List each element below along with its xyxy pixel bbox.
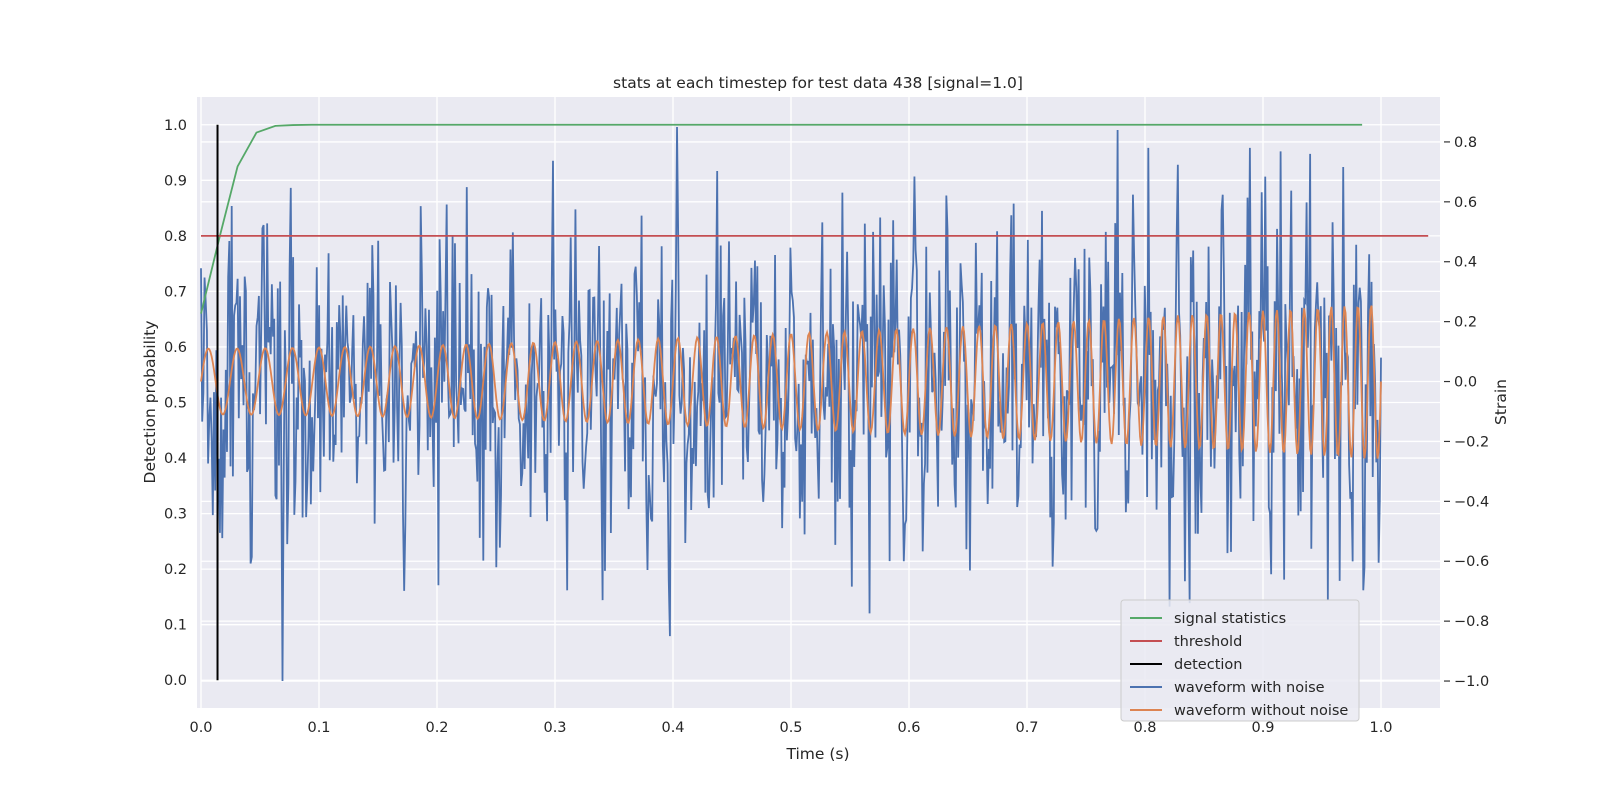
x-axis-label: Time (s) [785, 745, 849, 763]
y-tick-label: 0.8 [164, 229, 187, 245]
legend-items: signal statistics threshold detection wavef… [1130, 611, 1348, 719]
y2-tick-label: 0.6 [1454, 195, 1477, 211]
y-tick-label: 0.4 [164, 451, 187, 467]
y-tick-label: 0.6 [164, 340, 187, 356]
y2-tick-label: −0.6 [1454, 554, 1489, 570]
x-tick-label: 0.4 [661, 720, 684, 736]
y-axis-label: Detection probability [141, 321, 159, 484]
y-tick-label: 0.0 [164, 673, 187, 689]
x-tick-label: 0.6 [897, 720, 920, 736]
y2-tick-label: −0.2 [1454, 434, 1489, 450]
y2-tick-label: 0.8 [1454, 135, 1477, 151]
chart-title: stats at each timestep for test data 438… [613, 74, 1023, 92]
y-tick-label: 0.7 [164, 284, 187, 300]
x-tick-label: 0.1 [307, 720, 330, 736]
waveform-without-noise-line [200, 305, 1382, 459]
legend-label-detection: detection [1174, 657, 1242, 673]
x-tick-labels: 0.0 0.1 0.2 0.3 0.4 0.5 0.6 0.7 0.8 0.9 1.0 [189, 720, 1392, 736]
y2-tick-label: 0.4 [1454, 255, 1477, 271]
legend-label-signal-statistics: signal statistics [1174, 611, 1286, 627]
y-tick-label: 0.5 [164, 396, 187, 412]
y2-tick-label: −0.8 [1454, 614, 1489, 630]
legend: signal statistics threshold detection wavef… [1120, 599, 1360, 722]
y-tick-labels-right: −1.0 −0.8 −0.6 −0.4 −0.2 0.0 0.2 0.4 0.6 0.8 [1444, 135, 1489, 690]
y-tick-label: 0.3 [164, 507, 187, 523]
x-tick-label: 0.0 [189, 720, 212, 736]
y-tick-label: 0.2 [164, 562, 187, 578]
legend-label-waveform-with-noise: waveform with noise [1174, 680, 1325, 696]
x-tick-label: 0.3 [543, 720, 566, 736]
signal-statistics-line [200, 123, 1363, 314]
x-tick-label: 1.0 [1369, 720, 1392, 736]
x-tick-label: 0.2 [425, 720, 448, 736]
legend-label-waveform-without-noise: waveform without noise [1174, 703, 1348, 719]
series-layer [200, 123, 1429, 682]
y2-tick-label: 0.0 [1454, 375, 1477, 391]
y2-tick-label: −1.0 [1454, 674, 1489, 690]
x-tick-label: 0.5 [779, 720, 802, 736]
y-tick-label: 0.9 [164, 173, 187, 189]
y-tick-labels-left: 0.0 0.1 0.2 0.3 0.4 0.5 0.6 0.7 0.8 0.9 1.0 [164, 118, 187, 689]
y-tick-label: 1.0 [164, 118, 187, 134]
y2-tick-label: −0.4 [1454, 494, 1489, 510]
x-tick-label: 0.7 [1015, 720, 1038, 736]
waveform-with-noise-line [200, 126, 1382, 682]
y2-tick-label: 0.2 [1454, 315, 1477, 331]
legend-label-threshold: threshold [1174, 634, 1242, 650]
y-tick-label: 0.1 [164, 618, 187, 634]
x-tick-label: 0.9 [1251, 720, 1274, 736]
y-axis-label-right: Strain [1492, 379, 1510, 425]
legend-box [1120, 599, 1360, 722]
x-tick-label: 0.8 [1133, 720, 1156, 736]
